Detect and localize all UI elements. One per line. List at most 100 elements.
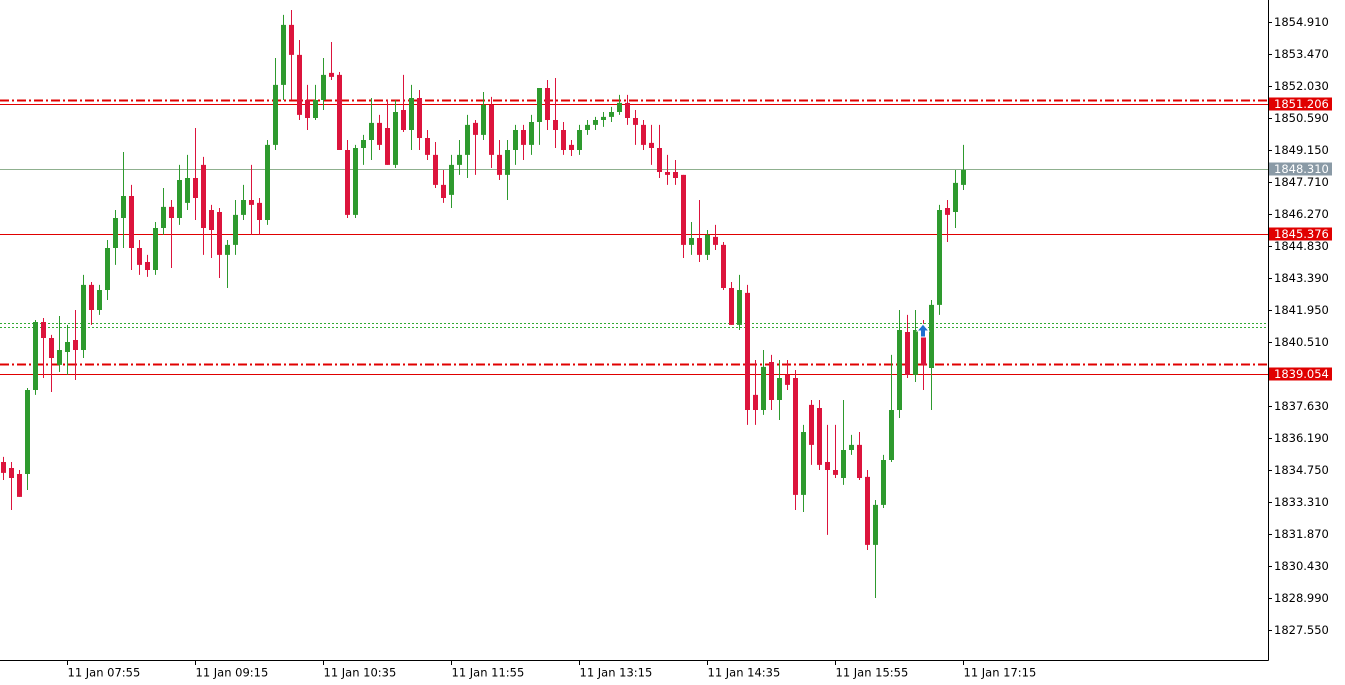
candle-body xyxy=(953,182,958,212)
price-label: 1839.054 xyxy=(1274,367,1329,381)
candle-body xyxy=(841,450,846,478)
candle-body xyxy=(721,244,726,288)
candle-body xyxy=(233,214,238,245)
candle-body xyxy=(329,72,334,77)
y-tick-label: 1854.910 xyxy=(1274,15,1329,29)
candle-body xyxy=(753,394,758,410)
candle-body xyxy=(553,120,558,130)
y-tick-label: 1831.870 xyxy=(1274,527,1329,541)
y-tick-label: 1841.950 xyxy=(1274,303,1329,317)
candle-body xyxy=(209,210,214,230)
candle-body xyxy=(89,284,94,310)
candle-body xyxy=(849,444,854,450)
candle-body xyxy=(737,290,742,325)
candle-body xyxy=(417,98,422,138)
candle-body xyxy=(273,84,278,145)
candle-body xyxy=(513,130,518,150)
candle-body xyxy=(465,124,470,155)
x-tick-label: 11 Jan 15:55 xyxy=(836,666,909,680)
y-tick-label: 1850.590 xyxy=(1274,111,1329,125)
candle-body xyxy=(945,208,950,215)
y-tick-label: 1852.030 xyxy=(1274,79,1329,93)
candle-body xyxy=(353,148,358,215)
candle-body xyxy=(897,330,902,410)
candle-body xyxy=(833,470,838,475)
candle-body xyxy=(681,174,686,245)
candle-body xyxy=(121,196,126,218)
candle-body xyxy=(633,118,638,125)
candle-body xyxy=(65,342,70,352)
y-tick-label: 1836.190 xyxy=(1274,431,1329,445)
candle-body xyxy=(473,122,478,135)
y-tick-label: 1847.710 xyxy=(1274,175,1329,189)
candle-body xyxy=(689,238,694,245)
candle-body xyxy=(593,120,598,125)
buy-arrow xyxy=(915,323,931,338)
candle-body xyxy=(129,196,134,248)
candle-body xyxy=(929,304,934,368)
y-tick-label: 1834.750 xyxy=(1274,463,1329,477)
candle-body xyxy=(217,212,222,255)
x-tick-label: 11 Jan 10:35 xyxy=(324,666,397,680)
candle-body xyxy=(241,200,246,215)
candle-body xyxy=(489,104,494,155)
y-tick-label: 1827.550 xyxy=(1274,623,1329,637)
candle-body xyxy=(257,202,262,220)
x-tick-label: 11 Jan 07:55 xyxy=(68,666,141,680)
candle-body xyxy=(521,130,526,145)
candle-body xyxy=(497,154,502,175)
x-tick-label: 11 Jan 17:15 xyxy=(964,666,1037,680)
candle-body xyxy=(41,322,46,338)
candle-body xyxy=(641,124,646,145)
candle-body xyxy=(297,54,302,115)
candle-body xyxy=(921,330,926,365)
candle-body xyxy=(713,236,718,245)
y-tick-label: 1843.390 xyxy=(1274,271,1329,285)
candle-body xyxy=(529,122,534,145)
price-label-box xyxy=(1269,97,1332,111)
candle-body xyxy=(393,112,398,165)
candle-body xyxy=(57,350,62,365)
candle-body xyxy=(761,366,766,410)
y-tick-label: 1828.990 xyxy=(1274,591,1329,605)
candle-body xyxy=(177,180,182,218)
y-tick-label: 1853.470 xyxy=(1274,47,1329,61)
candle-body xyxy=(97,290,102,310)
candle-body xyxy=(673,172,678,178)
candle-body xyxy=(337,74,342,150)
candle-body xyxy=(601,116,606,120)
candle-body xyxy=(409,98,414,130)
candle-body xyxy=(817,408,822,465)
y-tick-label: 1849.150 xyxy=(1274,143,1329,157)
candle-body xyxy=(617,102,622,112)
x-tick-label: 11 Jan 13:15 xyxy=(580,666,653,680)
candle-body xyxy=(857,444,862,478)
candle-body xyxy=(369,122,374,140)
candle-body xyxy=(33,322,38,390)
candle-body xyxy=(937,210,942,305)
candle-body xyxy=(785,374,790,385)
plot-area xyxy=(0,10,1268,598)
x-tick-label: 11 Jan 14:35 xyxy=(708,666,781,680)
candle-body xyxy=(585,124,590,130)
candle-body xyxy=(185,178,190,203)
price-label: 1845.376 xyxy=(1274,227,1329,241)
candle-body xyxy=(809,404,814,445)
candle-body xyxy=(649,142,654,148)
candle-body xyxy=(1,462,6,473)
candle-body xyxy=(545,88,550,120)
candle-body xyxy=(457,154,462,165)
candle-body xyxy=(281,24,286,85)
candle-body xyxy=(73,340,78,350)
candle-body xyxy=(385,128,390,165)
price-label: 1851.206 xyxy=(1274,97,1329,111)
candle-body xyxy=(665,172,670,175)
axes xyxy=(0,0,1272,665)
candle-body xyxy=(161,206,166,228)
candle-body xyxy=(905,332,910,375)
candle-body xyxy=(561,130,566,150)
labels: 1854.910 1853.470 1852.030 1850.590 1849.150… xyxy=(68,15,1332,680)
candle-body xyxy=(201,164,206,228)
candle-body xyxy=(9,468,14,478)
